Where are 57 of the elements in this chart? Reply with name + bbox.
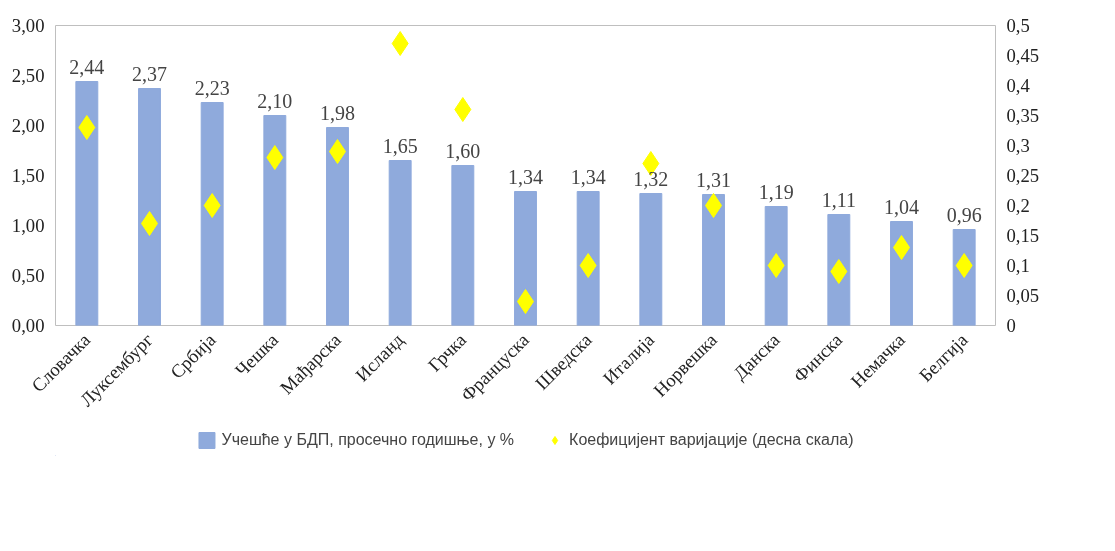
y-tick-label: 0,50: [11, 265, 45, 286]
bar: [326, 127, 349, 326]
point: [78, 115, 96, 140]
y2-tick-label: 0,25: [1006, 165, 1040, 186]
bar: [639, 193, 663, 326]
y2-tick-label: 0,45: [1006, 45, 1040, 66]
point: [830, 259, 848, 284]
point: [266, 145, 284, 170]
bar: [75, 81, 99, 326]
y2-tick-label: 0,5: [1006, 15, 1030, 36]
y2-tick-label: 0,05: [1006, 285, 1040, 306]
point: [579, 253, 597, 278]
data-label: 1,11: [821, 188, 856, 211]
point: [203, 193, 221, 218]
data-label: 1,65: [382, 134, 418, 157]
y2-tick-label: 0,1: [1006, 255, 1030, 276]
point: [391, 31, 409, 56]
data-label: 2,37: [132, 62, 167, 85]
data-label: 0,96: [946, 203, 982, 226]
legend-label: Учешће у БДП, просечно годишње, у %: [221, 431, 515, 449]
bar: [388, 160, 412, 326]
legend-label: Коефицијент варијације (десна скала): [569, 431, 854, 449]
y2-tick-label: 0,2: [1006, 195, 1030, 216]
y-tick-label: 2,50: [11, 65, 45, 86]
data-label: 1,31: [696, 168, 731, 191]
y-tick-label: 1,50: [11, 165, 45, 186]
data-label: 2,44: [69, 55, 105, 78]
bar: [702, 194, 725, 326]
bar: [514, 191, 537, 326]
bar: [200, 102, 224, 326]
y-tick-label: 2,00: [11, 115, 45, 136]
data-label: 1,34: [508, 165, 543, 188]
data-label: 1,32: [633, 167, 669, 190]
data-label: 1,60: [445, 139, 481, 162]
bar: [451, 165, 475, 326]
y-tick-label: 1,00: [11, 215, 45, 236]
bar: [827, 214, 851, 326]
point: [767, 253, 785, 278]
y-tick-label: 3,00: [11, 15, 45, 36]
data-label: 1,34: [570, 165, 606, 188]
y2-tick-label: 0: [1006, 315, 1016, 336]
data-label: 2,23: [194, 76, 230, 99]
y-tick-label: 0,00: [11, 315, 45, 336]
bar: [576, 191, 600, 326]
y2-tick-label: 0,35: [1006, 105, 1040, 126]
point: [955, 253, 973, 278]
y2-tick-label: 0,4: [1006, 75, 1031, 96]
point: [454, 97, 472, 122]
bar: [764, 206, 788, 326]
y2-tick-label: 0,3: [1006, 135, 1030, 156]
data-label: 1,04: [884, 195, 919, 218]
bar: [263, 115, 287, 326]
data-label: 1,98: [320, 101, 355, 124]
data-label: 1,19: [758, 180, 794, 203]
y2-tick-label: 0,15: [1006, 225, 1040, 246]
data-label: 2,10: [257, 89, 293, 112]
bar: [138, 88, 161, 326]
